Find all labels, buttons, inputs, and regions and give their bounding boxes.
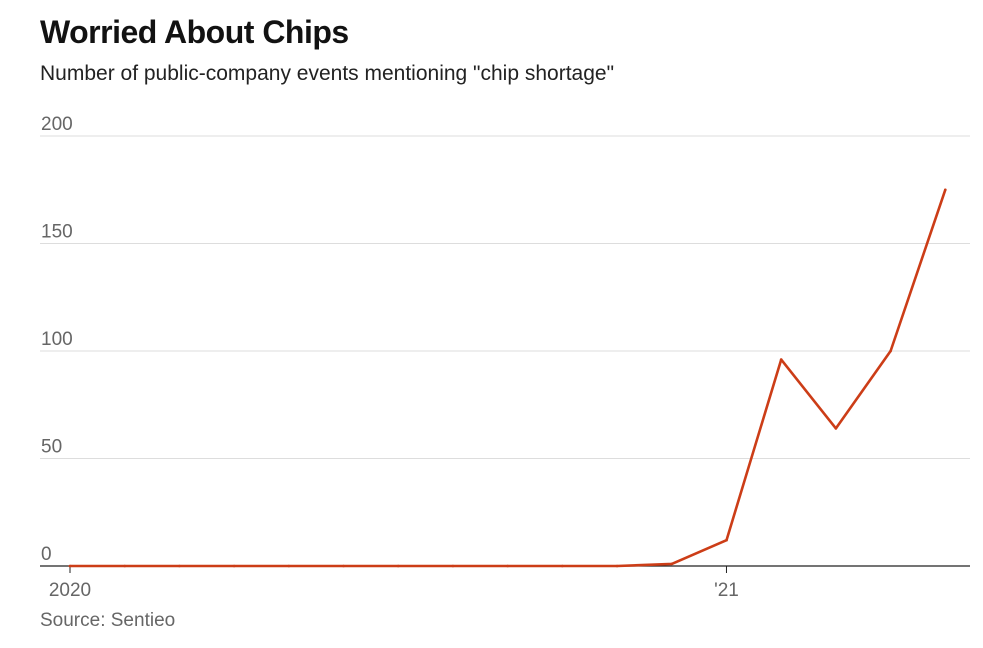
data-point-2020-11 (615, 564, 619, 568)
data-point-2020-04 (232, 564, 236, 568)
x-tick-label-0: 2020 (49, 580, 91, 601)
data-point-2020-12 (670, 562, 674, 566)
y-tick-label-150: 150 (41, 222, 73, 243)
data-point-2020-09 (506, 564, 509, 568)
data-point-2020-02 (123, 564, 127, 568)
chart-subtitle: Number of public-company events mentioni… (40, 62, 615, 85)
x-tick-label-1: '21 (714, 580, 739, 601)
data-point-2021-02 (779, 358, 783, 361)
y-tick-label-200: 200 (41, 114, 73, 135)
data-point-2021-05 (943, 188, 947, 192)
source-note: Source: Sentieo (40, 610, 176, 631)
data-point-2020-10 (561, 564, 564, 568)
data-point-2020-05 (287, 564, 291, 568)
chart-title: Worried About Chips (40, 14, 349, 50)
data-point-2020-08 (451, 564, 455, 568)
y-tick-labels: 0 50 100 150 200 (41, 114, 73, 565)
y-tick-label-100: 100 (41, 329, 73, 350)
y-tick-label-0: 0 (41, 544, 52, 565)
data-point-2021-01 (725, 538, 728, 542)
data-point-2020-07 (396, 564, 400, 568)
x-axis: 2020 '21 (40, 565, 970, 601)
data-point-2021-03 (834, 427, 838, 430)
series-line-0 (68, 188, 947, 568)
data-point-2020-06 (342, 564, 345, 568)
gridlines (40, 135, 970, 459)
data-point-2021-04 (889, 349, 892, 353)
data-series (68, 188, 947, 568)
data-point-2020-01 (68, 564, 72, 568)
data-point-2020-03 (178, 564, 181, 568)
y-tick-label-50: 50 (41, 437, 62, 458)
